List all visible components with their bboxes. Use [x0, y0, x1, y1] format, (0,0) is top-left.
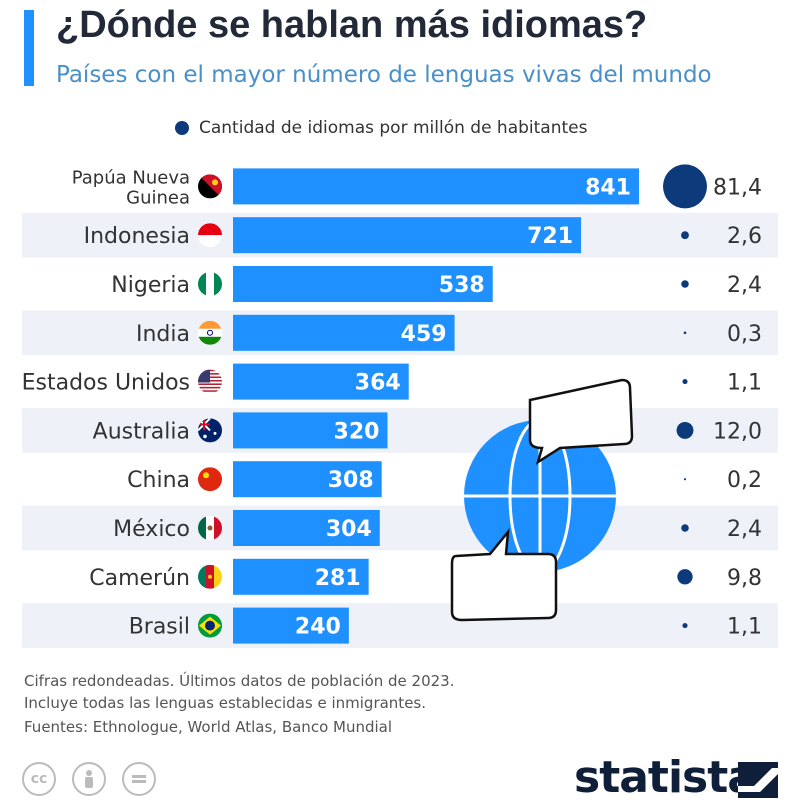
bar-value-label: 308 — [328, 468, 374, 493]
flag-nigeria-icon — [198, 272, 222, 296]
ratio-value-label: 1,1 — [727, 615, 762, 640]
bar-value-label: 240 — [295, 615, 341, 640]
bar — [233, 363, 409, 400]
ratio-value-label: 2,6 — [727, 224, 762, 249]
bar-value-label: 304 — [326, 517, 372, 542]
cc-icon[interactable]: cc — [22, 762, 56, 796]
flag-indonesia-icon — [198, 223, 222, 248]
bar — [233, 217, 582, 254]
globe-with-speech-bubbles-icon — [450, 378, 634, 622]
category-label: Indonesia — [84, 224, 190, 249]
bar — [233, 266, 493, 302]
category-label: Camerún — [89, 566, 190, 591]
bar — [233, 607, 349, 644]
ratio-value-label: 0,3 — [727, 322, 762, 347]
bar-row: India 459 0,3 — [22, 310, 778, 356]
flag-australia-icon — [198, 418, 222, 443]
category-label: China — [127, 468, 190, 493]
ratio-dot — [683, 331, 687, 335]
ratio-dot — [683, 478, 687, 481]
category-label: México — [113, 517, 190, 542]
category-label: Australia — [93, 419, 190, 444]
flag-usa-icon — [198, 369, 222, 394]
ratio-value-label: 2,4 — [727, 517, 762, 542]
attribution-icon[interactable] — [72, 762, 106, 796]
footnote-sources: Fuentes: Ethnologue, World Atlas, Banco … — [24, 718, 393, 736]
bar-row: China 308 0,2 — [127, 461, 762, 498]
flag-papua-new-guinea-icon — [198, 174, 222, 199]
chart-subtitle: Países con el mayor número de lenguas vi… — [56, 62, 712, 88]
bar-row: Australia 320 12,0 — [22, 408, 778, 453]
bar-value-label: 364 — [355, 371, 401, 396]
category-label: Papúa Nueva — [72, 167, 190, 188]
ratio-dot — [676, 421, 694, 439]
bar — [233, 461, 382, 498]
statista-logo[interactable]: statista — [574, 752, 757, 803]
ratio-value-label: 1,1 — [727, 371, 762, 396]
bar-value-label: 841 — [585, 175, 631, 200]
ratio-value-label: 2,4 — [727, 273, 762, 298]
ratio-dot — [677, 569, 693, 585]
bar — [233, 412, 388, 449]
bar-row: Indonesia 721 2,6 — [22, 212, 778, 258]
legend: Cantidad de idiomas por millón de habita… — [175, 118, 587, 138]
bar — [233, 314, 455, 351]
ratio-dot — [681, 280, 689, 288]
category-label: Estados Unidos — [22, 371, 190, 396]
legend-label: Cantidad de idiomas por millón de habita… — [199, 118, 588, 138]
row-stripe — [22, 408, 778, 453]
category-label: Guinea — [126, 187, 190, 208]
bar-row: Camerún 281 9,8 — [89, 558, 762, 595]
bar — [233, 558, 369, 595]
bar-value-label: 281 — [315, 566, 361, 591]
bar — [233, 168, 639, 205]
flag-india-icon — [198, 320, 222, 345]
ratio-value-label: 81,4 — [713, 175, 762, 200]
row-stripe — [22, 603, 778, 648]
bar-value-label: 721 — [527, 224, 573, 249]
category-label: Nigeria — [111, 273, 190, 298]
flag-china-icon — [198, 467, 222, 492]
no-derivatives-icon[interactable] — [122, 762, 156, 796]
flag-mexico-icon — [198, 516, 222, 540]
footnote-1: Cifras redondeadas. Últimos datos de pob… — [24, 672, 455, 690]
chart-title: ¿Dónde se hablan más idiomas? — [56, 4, 648, 46]
statista-logo-mark-icon — [738, 762, 778, 798]
flag-cameroon-icon — [198, 564, 222, 589]
ratio-dot — [681, 231, 689, 240]
ratio-value-label: 0,2 — [727, 468, 762, 493]
bar-row: Brasil 240 1,1 — [22, 603, 778, 648]
flag-brazil-icon — [198, 613, 222, 638]
legend-dot-icon — [175, 121, 189, 135]
row-stripe — [22, 505, 778, 551]
ratio-value-label: 12,0 — [713, 419, 762, 444]
bar — [233, 510, 380, 546]
bar-value-label: 459 — [401, 322, 447, 347]
ratio-dot — [682, 379, 688, 385]
ratio-dot — [682, 623, 688, 629]
bar-row: México 304 2,4 — [22, 505, 778, 551]
ratio-value-label: 9,8 — [727, 566, 762, 591]
ratio-dot — [663, 164, 707, 209]
bar-row: Estados Unidos 364 1,1 — [22, 363, 762, 400]
footnote-2: Incluye todas las lenguas establecidas e… — [24, 694, 427, 712]
bar-value-label: 538 — [439, 273, 485, 298]
category-label: India — [136, 322, 190, 347]
bar-value-label: 320 — [334, 419, 380, 444]
ratio-dot — [681, 524, 689, 532]
category-label: Brasil — [129, 615, 190, 640]
title-accent-bar — [24, 10, 34, 86]
bar-row: Nigeria 538 2,4 — [111, 266, 762, 302]
